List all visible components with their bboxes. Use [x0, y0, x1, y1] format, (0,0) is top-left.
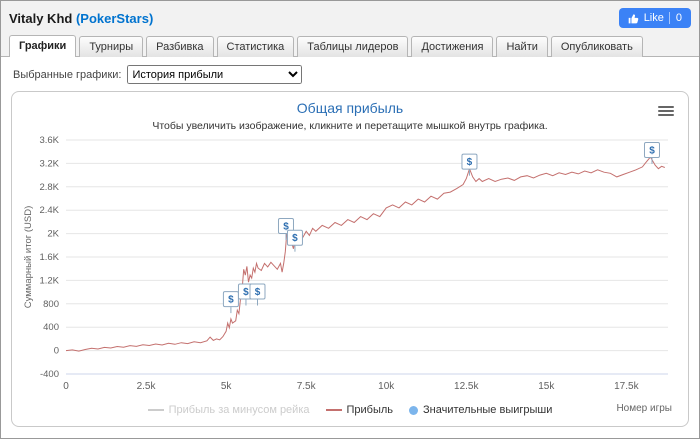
svg-text:0: 0 [54, 346, 59, 357]
svg-text:400: 400 [43, 322, 59, 333]
svg-text:1.6K: 1.6K [39, 252, 59, 263]
svg-text:2.5k: 2.5k [137, 381, 157, 392]
svg-text:17.5k: 17.5k [614, 381, 639, 392]
graph-select[interactable]: История прибыли [127, 65, 303, 84]
svg-text:$: $ [292, 233, 298, 244]
plot-area[interactable]: -400 0 400 800 1.2K 1.6K 2K 2.4K 2.8K 3.2K 3.6K 0 2.… [20, 134, 680, 404]
svg-text:3.2K: 3.2K [39, 158, 59, 169]
svg-text:-400: -400 [40, 369, 59, 380]
like-label: Like [643, 12, 664, 24]
tab-Опубликовать[interactable]: Опубликовать [550, 36, 643, 57]
legend-label: Прибыль за минусом рейка [168, 404, 310, 416]
x-axis-title: Номер игры [616, 403, 672, 414]
svg-text:$: $ [228, 295, 234, 306]
svg-text:12.5k: 12.5k [454, 381, 479, 392]
tab-Таблицы лидеров[interactable]: Таблицы лидеров [297, 36, 409, 57]
chart-panel: Общая прибыль Чтобы увеличить изображени… [11, 91, 689, 427]
tab-Найти[interactable]: Найти [496, 36, 548, 57]
tab-Турниры[interactable]: Турниры [79, 36, 144, 57]
legend-swatch [147, 409, 164, 411]
svg-text:$: $ [467, 157, 473, 168]
legend-item[interactable]: Прибыль за минусом рейка [147, 404, 310, 416]
svg-text:$: $ [255, 287, 261, 298]
svg-text:2.8K: 2.8K [39, 182, 59, 193]
legend-swatch [409, 405, 419, 415]
svg-text:$: $ [649, 145, 655, 156]
like-button[interactable]: Like 0 [618, 8, 691, 28]
legend-swatch [325, 409, 342, 411]
svg-text:0: 0 [63, 381, 69, 392]
svg-text:2K: 2K [47, 229, 59, 240]
graph-selector-label: Выбранные графики: [13, 68, 122, 81]
like-count: 0 [668, 12, 682, 24]
chart-legend: Прибыль за минусом рейка Прибыль Значитель… [12, 400, 688, 420]
svg-text:7.5k: 7.5k [297, 381, 317, 392]
tab-bar: Графики Турниры Разбивка Статистика Таблицы … [1, 31, 699, 57]
legend-label: Значительные выигрыши [423, 404, 553, 416]
svg-text:5k: 5k [221, 381, 233, 392]
svg-text:3.6K: 3.6K [39, 135, 59, 146]
legend-item[interactable]: Значительные выигрыши [409, 404, 552, 416]
chart-subtitle: Чтобы увеличить изображение, кликните и … [152, 120, 548, 132]
network-name: (PokerStars) [75, 10, 154, 26]
page-title: Vitaly Khd (PokerStars) [9, 11, 153, 26]
svg-text:800: 800 [43, 299, 59, 310]
svg-text:1.2K: 1.2K [39, 275, 59, 286]
tab-Статистика[interactable]: Статистика [216, 36, 295, 57]
player-name: Vitaly Khd [9, 10, 73, 26]
thumb-up-icon [628, 13, 638, 23]
svg-text:$: $ [243, 287, 249, 298]
tab-Графики[interactable]: Графики [9, 35, 77, 57]
graph-selector-row: Выбранные графики: История прибыли [13, 65, 689, 84]
svg-text:15k: 15k [538, 381, 555, 392]
chart-title: Общая прибыль [296, 100, 404, 116]
header: Vitaly Khd (PokerStars) Like 0 [1, 1, 699, 31]
legend-label: Прибыль [346, 404, 394, 416]
svg-text:$: $ [283, 221, 289, 232]
tab-Разбивка[interactable]: Разбивка [146, 36, 214, 57]
legend-item[interactable]: Прибыль [325, 404, 394, 416]
content-area: Выбранные графики: История прибыли Общая… [1, 56, 699, 438]
svg-text:2.4K: 2.4K [39, 205, 59, 216]
svg-text:10k: 10k [378, 381, 395, 392]
chart-menu-icon[interactable] [656, 102, 676, 120]
chart-footer: Прибыль за минусом рейка Прибыль Значитель… [12, 400, 688, 420]
svg-text:Суммарный итог (USD): Суммарный итог (USD) [23, 206, 34, 308]
tab-Достижения[interactable]: Достижения [411, 36, 494, 57]
